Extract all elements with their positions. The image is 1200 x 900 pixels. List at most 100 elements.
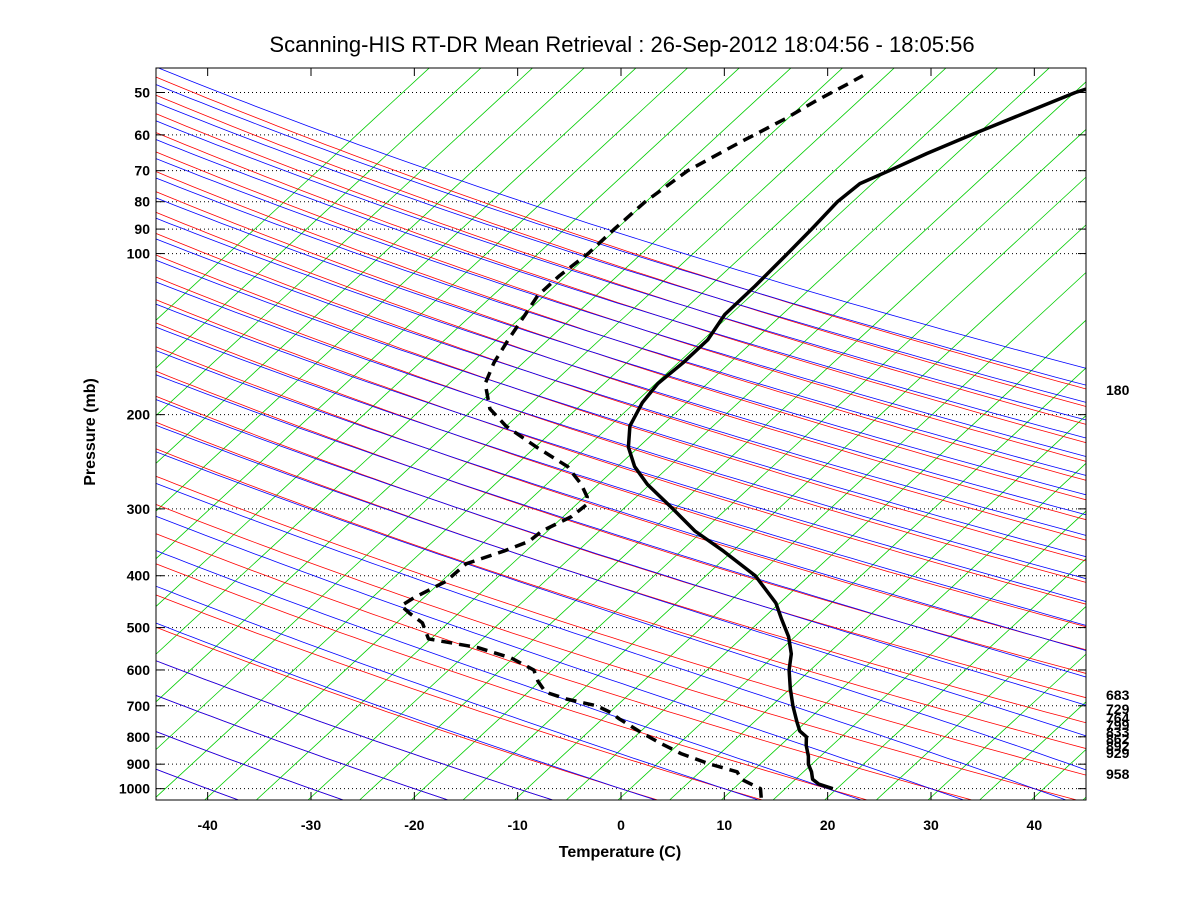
dry-adiabat bbox=[156, 233, 1086, 541]
y-axis-label: Pressure (mb) bbox=[82, 378, 99, 486]
x-tick-label: 40 bbox=[1027, 817, 1043, 833]
y-axis-ticks: 50 60 70 80 90 100 200 300 400 500 600 700 800 900 100… bbox=[119, 84, 1086, 797]
mixing-ratio-line bbox=[156, 68, 689, 560]
mixing-ratio-line bbox=[156, 68, 947, 798]
right-label: 180 bbox=[1106, 382, 1130, 398]
moist-adiabat bbox=[156, 177, 1086, 476]
mixing-ratio-line bbox=[256, 68, 1050, 800]
mixing-ratio-line bbox=[927, 653, 1086, 800]
y-tick-label: 700 bbox=[127, 698, 151, 714]
moist-adiabat bbox=[156, 139, 1086, 439]
dry-adiabat bbox=[156, 594, 763, 800]
right-label: 799 bbox=[1106, 717, 1130, 733]
dry-adiabat bbox=[156, 346, 1086, 651]
y-tick-label: 80 bbox=[134, 194, 150, 210]
mixing-ratio-line bbox=[307, 81, 1086, 800]
mixing-ratio-line bbox=[772, 510, 1086, 800]
dry-adiabat bbox=[156, 563, 868, 800]
moist-adiabat bbox=[156, 550, 862, 800]
mixing-ratio-line bbox=[514, 271, 1086, 800]
dewpoint-profile-line bbox=[399, 74, 864, 798]
mixing-ratio-line bbox=[156, 68, 740, 607]
x-tick-label: 0 bbox=[617, 817, 625, 833]
moist-adiabat bbox=[156, 399, 1086, 706]
moist-adiabat bbox=[156, 102, 1086, 403]
x-tick-label: -10 bbox=[508, 817, 528, 833]
dry-adiabat bbox=[156, 113, 1086, 425]
moist-adiabat bbox=[156, 281, 1086, 580]
moist-adiabat bbox=[156, 350, 1086, 651]
moist-adiabat bbox=[156, 158, 1086, 457]
y-tick-label: 100 bbox=[127, 246, 151, 262]
mixing-ratio-line bbox=[1082, 796, 1086, 800]
dry-adiabat bbox=[156, 211, 1086, 521]
mixing-ratio-line bbox=[824, 558, 1086, 800]
y-tick-label: 300 bbox=[127, 501, 151, 517]
dry-adiabat bbox=[0, 42, 29, 800]
y-tick-label: 1000 bbox=[119, 781, 150, 797]
mixing-ratio-line bbox=[566, 319, 1086, 800]
dry-adiabat bbox=[156, 132, 1086, 444]
dry-adiabat bbox=[156, 370, 1086, 674]
moist-adiabat bbox=[156, 217, 1086, 516]
x-tick-label: -30 bbox=[301, 817, 321, 833]
moist-adiabat bbox=[156, 120, 1086, 421]
dry-adiabat bbox=[156, 191, 1086, 501]
dry-adiabat bbox=[156, 475, 1086, 776]
mixing-ratio-line bbox=[359, 128, 1086, 800]
mixing-ratio-line bbox=[156, 68, 792, 655]
y-tick-label: 500 bbox=[127, 620, 151, 636]
y-tick-label: 60 bbox=[134, 127, 150, 143]
mixing-ratio-line bbox=[156, 68, 585, 464]
sounding-series bbox=[399, 74, 1086, 798]
moist-adiabat bbox=[0, 42, 134, 800]
x-axis-label: Temperature (C) bbox=[559, 844, 681, 861]
y-tick-label: 400 bbox=[127, 568, 151, 584]
plot-area bbox=[156, 68, 1086, 800]
dry-adiabat bbox=[156, 448, 1086, 749]
x-tick-label: 10 bbox=[717, 817, 733, 833]
moist-adiabat bbox=[0, 42, 29, 800]
y-tick-label: 70 bbox=[134, 163, 150, 179]
dry-adiabat bbox=[156, 504, 1077, 800]
mixing-ratio-line bbox=[617, 367, 1086, 800]
moist-adiabat bbox=[156, 197, 1086, 496]
mixing-ratio-line bbox=[156, 68, 895, 751]
dry-adiabat bbox=[156, 76, 1086, 390]
moist-adiabat bbox=[156, 374, 1086, 678]
right-label: 764 bbox=[1106, 710, 1130, 726]
thermo-background-lines bbox=[0, 41, 1200, 800]
temperature-profile-line bbox=[626, 87, 1086, 791]
dry-adiabat bbox=[156, 421, 1086, 724]
moist-adiabat bbox=[156, 585, 759, 800]
moist-adiabat bbox=[156, 622, 656, 800]
mixing-ratio-line bbox=[876, 605, 1086, 800]
mixing-ratio-line bbox=[1186, 41, 1200, 800]
moist-adiabat bbox=[156, 515, 964, 800]
y-tick-label: 900 bbox=[127, 756, 151, 772]
moist-adiabat bbox=[157, 68, 1086, 369]
dry-adiabat bbox=[156, 151, 1086, 462]
chart-title: Scanning-HIS RT-DR Mean Retrieval : 26-S… bbox=[269, 32, 974, 57]
mixing-ratio-line bbox=[156, 68, 534, 417]
right-label: 958 bbox=[1106, 766, 1130, 782]
dry-adiabat bbox=[156, 171, 1086, 481]
mixing-ratio-line bbox=[156, 68, 430, 321]
dry-adiabat bbox=[156, 254, 1086, 562]
pressure-gridlines bbox=[156, 91, 1086, 790]
dry-adiabat bbox=[156, 533, 973, 800]
y-tick-label: 800 bbox=[127, 729, 151, 745]
dry-adiabat bbox=[156, 94, 1086, 407]
y-tick-label: 200 bbox=[127, 407, 151, 423]
moist-adiabat bbox=[156, 238, 1086, 536]
moist-adiabat bbox=[156, 84, 1086, 386]
x-tick-label: 30 bbox=[923, 817, 939, 833]
moist-adiabat bbox=[156, 482, 1067, 800]
right-label: 833 bbox=[1106, 724, 1130, 740]
dry-adiabat bbox=[0, 42, 134, 800]
right-label: 862 bbox=[1106, 731, 1130, 747]
y-tick-label: 600 bbox=[127, 662, 151, 678]
mixing-ratio-line bbox=[721, 462, 1086, 800]
